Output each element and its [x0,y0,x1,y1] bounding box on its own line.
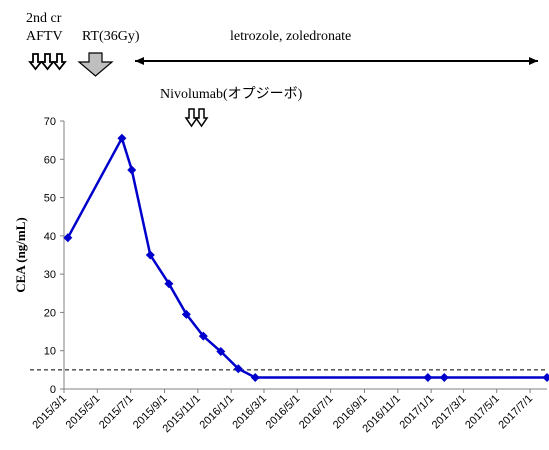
y-axis-title: CEA (ng/mL) [13,217,28,292]
x-tick-label: 2015/3/1 [30,393,69,432]
rt-label: RT(36Gy) [82,29,140,44]
x-tick-label: 2017/3/1 [430,393,469,432]
x-tick-label: 2017/7/1 [496,393,535,432]
y-ticks: 0 10 20 30 40 50 60 70 [44,116,64,396]
x-tick-label: 2015/7/1 [97,393,136,432]
x-tick-label: 2015/5/1 [64,393,103,432]
nivolumab-arrows-icon [186,109,207,126]
x-tick-label: 2017/1/1 [398,393,437,432]
y-tick-label: 20 [44,307,56,319]
x-tick-label: 2016/1/1 [198,393,237,432]
x-tick-label: 2016/7/1 [297,393,336,432]
y-tick-label: 10 [44,346,56,358]
y-tick-label: 50 [44,193,56,205]
cea-series-line [68,138,547,377]
x-tick-label: 2016/3/1 [230,393,269,432]
y-tick-label: 0 [50,384,56,396]
y-tick-label: 30 [44,269,56,281]
x-tick-label: 2017/5/1 [463,393,502,432]
y-tick-label: 60 [44,154,56,166]
chemo-label-line2: AFTV [26,29,63,44]
data-point-marker [127,166,136,175]
x-tick-label: 2016/5/1 [264,393,303,432]
y-tick-label: 40 [44,231,56,243]
data-point-marker [251,373,260,382]
data-point-marker [543,373,549,382]
chemo-arrows-icon [30,54,65,69]
hormone-label: letrozole, zoledronate [230,29,351,44]
chemo-label-line1: 2nd cr [26,11,62,26]
y-tick-label: 70 [44,116,56,128]
data-point-marker [440,373,449,382]
cea-series-markers [63,134,549,382]
nivolumab-label: Nivolumab(オプジーボ) [160,86,303,102]
data-point-marker [63,233,72,242]
data-point-marker [423,373,432,382]
rt-arrow-icon [79,53,112,76]
x-ticks: 2015/3/12015/5/12015/7/12015/9/12015/11/… [30,389,535,435]
